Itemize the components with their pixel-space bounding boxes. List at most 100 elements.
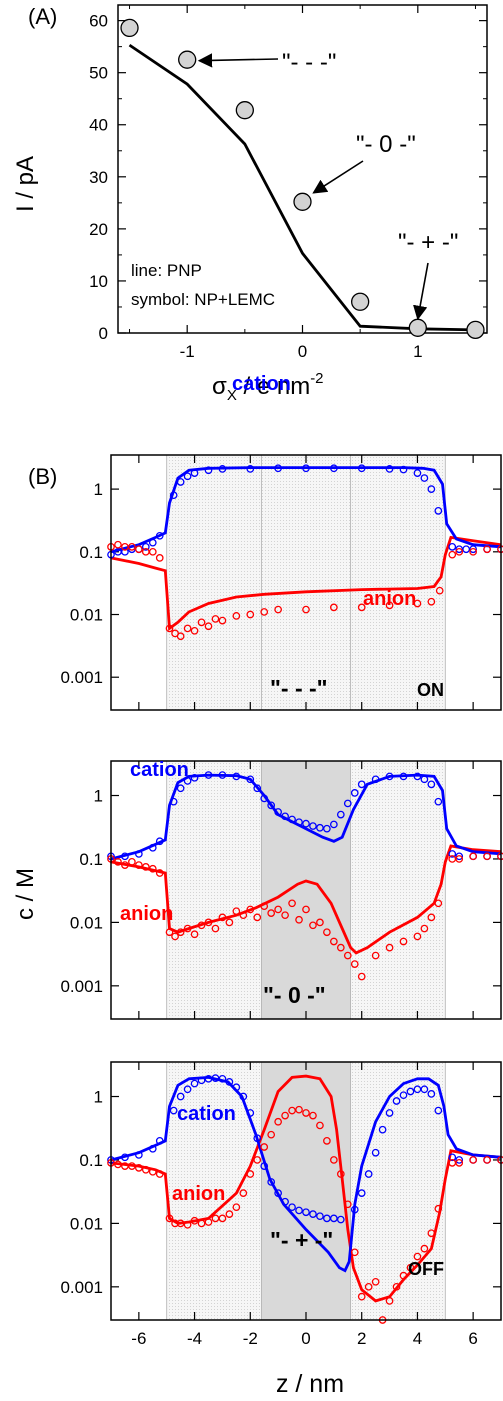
anion-sim-point [141, 863, 150, 871]
cation-sim-point [413, 469, 422, 477]
concentration-panel: 0.001 0.01 0.1 1 cation anion "- - -" ON [60, 373, 503, 711]
cation-label: cation [177, 1103, 236, 1125]
gate-state-label: OFF [408, 1259, 444, 1279]
anion-sim-point [218, 913, 227, 922]
anion-sim-point [121, 861, 129, 869]
y-tick-label-b: 0.001 [60, 1278, 103, 1297]
anion-sim-point [302, 1109, 310, 1117]
state-pattern-label: "- + -" [270, 1227, 333, 1253]
y-axis-label-b: c / M [12, 868, 39, 920]
cation-sim-point [413, 772, 422, 781]
cation-sim-point [399, 772, 408, 781]
cation-sim-point [155, 1137, 164, 1145]
anion-sim-point [309, 921, 317, 930]
cation-sim-point [448, 850, 457, 858]
anion-sim-point [114, 858, 122, 866]
cation-sim-point [427, 1090, 436, 1098]
anion-sim-point [232, 907, 241, 916]
cation-sim-point [288, 815, 296, 824]
annotation-arrow [197, 53, 279, 68]
anion-sim-point [190, 930, 199, 939]
gate-state-label: ON [417, 680, 444, 700]
anion-sim-point [302, 605, 310, 614]
anion-sim-point [385, 943, 394, 952]
x-tick-label-b: -6 [131, 1329, 146, 1348]
anion-sim-point [190, 626, 199, 635]
cation-sim-point [204, 771, 213, 779]
anion-sim-point [171, 1219, 179, 1228]
cation-sim-point [267, 801, 276, 810]
y-tick-label-a: 60 [89, 12, 108, 31]
anion-sim-point [288, 1106, 296, 1115]
anion-sim-point [165, 1214, 174, 1223]
anion-sim-point [204, 918, 213, 927]
anion-sim-point [427, 1229, 436, 1238]
cation-sim-point [399, 1091, 408, 1100]
anion-sim-point [323, 928, 331, 937]
anion-sim-point [260, 902, 269, 911]
anion-sim-point [253, 913, 262, 922]
cation-sim-point [350, 789, 359, 797]
legend-line-label: line: PNP [131, 261, 202, 280]
x-tick-label-a: -1 [180, 342, 195, 361]
cation-sim-point [316, 1212, 324, 1221]
cation-sim-point [392, 1097, 401, 1105]
cation-sim-point [169, 797, 178, 806]
anion-sim-point [267, 1130, 276, 1139]
anion-sim-point [295, 915, 303, 924]
cation-sim-point [350, 1205, 359, 1214]
anion-sim-point [260, 1143, 269, 1151]
cation-pnp-line [110, 466, 502, 554]
anion-sim-point [434, 1204, 443, 1213]
anion-sim-point [455, 855, 464, 863]
anion-sim-point [128, 1162, 136, 1170]
anion-sim-point [239, 1189, 248, 1197]
cation-sim-point [218, 1074, 227, 1083]
cation-sim-point [336, 1215, 345, 1224]
y-tick-label-a: 30 [89, 168, 108, 187]
y-tick-label-b: 0.1 [79, 850, 103, 869]
anion-sim-point [420, 924, 429, 933]
cation-sim-point [246, 1109, 255, 1117]
anion-sim-point [246, 905, 255, 914]
cation-sim-point [121, 852, 129, 861]
anion-sim-point [183, 1220, 192, 1229]
cation-sim-point [169, 491, 178, 500]
cation-sim-point [378, 1125, 387, 1134]
anion-sim-point [114, 540, 122, 549]
state-pattern-label: "- - -" [270, 675, 328, 701]
anion-sim-point [218, 616, 227, 625]
cation-sim-point [288, 1203, 296, 1212]
np-lemc-point [466, 320, 485, 340]
np-lemc-point [120, 18, 139, 38]
anion-sim-point [128, 542, 136, 551]
anion-sim-point [183, 924, 192, 933]
anion-sim-point [448, 550, 457, 559]
anion-sim-point [141, 1165, 150, 1174]
panel-a-current-chart: (A) 0 10 20 30 40 50 60 -1 0 1 "- - -" "- 0 -" "- + … [12, 4, 488, 404]
anion-sim-point [204, 622, 213, 631]
anion-sim-point [323, 1137, 331, 1145]
y-tick-label-b: 0.1 [79, 543, 103, 562]
cation-sim-point [218, 465, 227, 473]
anion-sim-point [330, 603, 338, 612]
anion-sim-point [281, 911, 289, 920]
cation-sim-point [121, 547, 129, 556]
x-tick-label-b: 4 [413, 1329, 422, 1348]
anion-sim-point [155, 554, 164, 562]
y-tick-label-b: 1 [94, 787, 103, 806]
anion-label: anion [172, 1183, 225, 1205]
cation-sim-point [295, 1206, 303, 1215]
y-tick-label-b: 0.001 [60, 668, 103, 687]
anion-sim-point [114, 1160, 122, 1169]
cation-sim-point [141, 542, 150, 551]
anion-sim-point [483, 545, 491, 554]
cation-sim-point [218, 771, 227, 779]
cation-label: cation [130, 759, 189, 781]
anion-sim-point [197, 921, 206, 930]
x-tick-label-a: 0 [298, 342, 307, 361]
anion-sim-point [232, 1203, 241, 1212]
cation-sim-point [385, 1109, 394, 1117]
cation-sim-point [371, 1148, 380, 1157]
annotation-arrow [312, 160, 364, 194]
